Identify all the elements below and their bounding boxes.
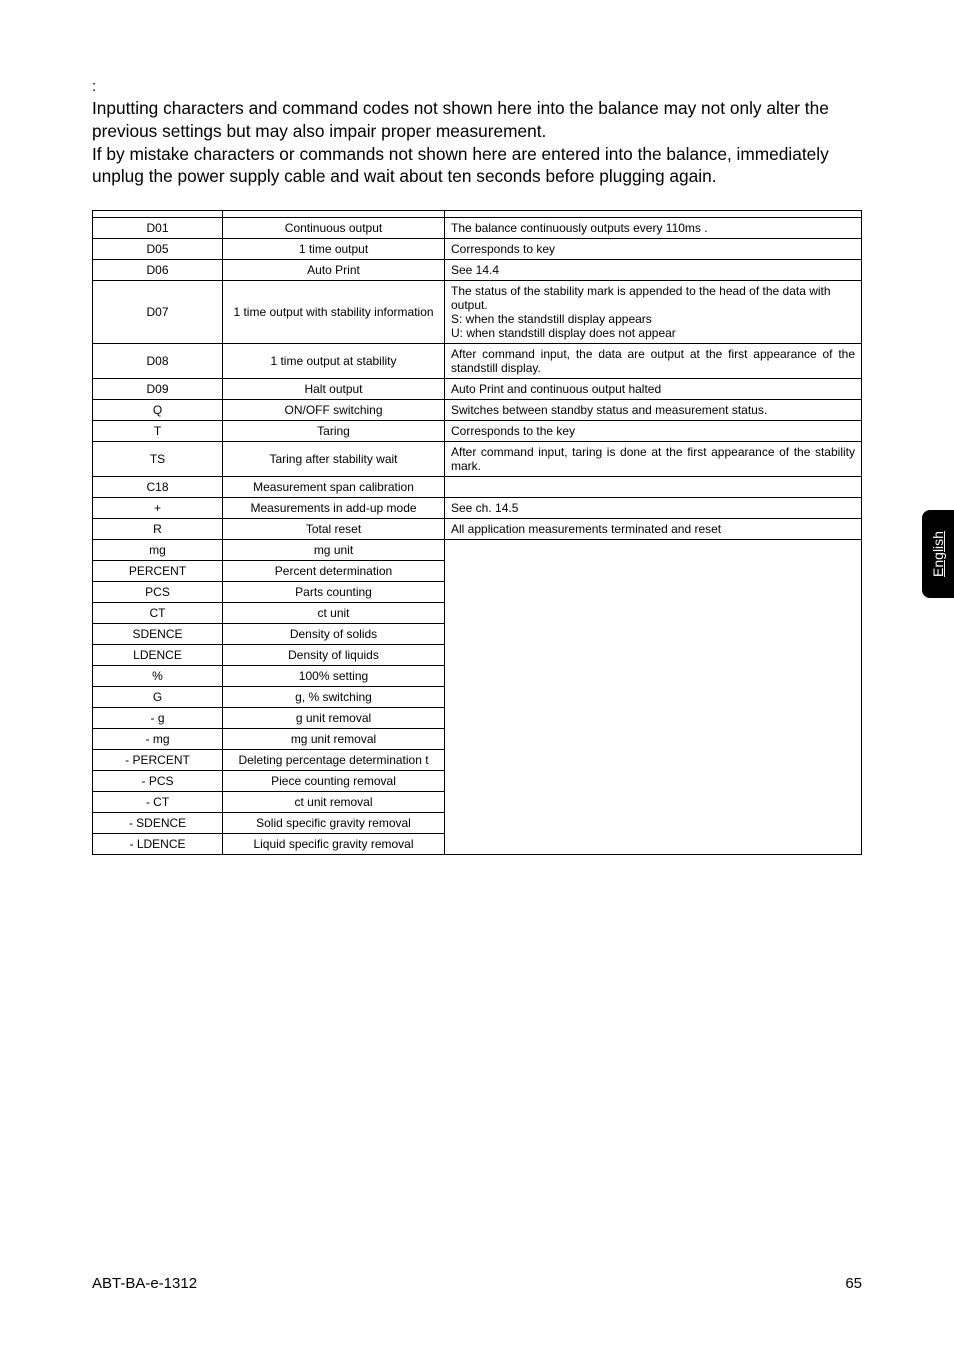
cell-code: PCS <box>93 582 223 603</box>
cell-func: Auto Print <box>223 260 445 281</box>
cell-func <box>223 211 445 218</box>
cell-code: CT <box>93 603 223 624</box>
table-row: D05 1 time output Corresponds to key <box>93 239 862 260</box>
cell-func: ct unit <box>223 603 445 624</box>
cell-func: Taring after stability wait <box>223 442 445 477</box>
cell-code: D06 <box>93 260 223 281</box>
cell-code: TS <box>93 442 223 477</box>
cell-code: R <box>93 519 223 540</box>
cell-desc: Corresponds to the key <box>445 421 862 442</box>
table-row: D06 Auto Print See 14.4 <box>93 260 862 281</box>
cell-desc: See ch. 14.5 <box>445 498 862 519</box>
cell-code: Q <box>93 400 223 421</box>
table-row: D07 1 time output with stability informa… <box>93 281 862 344</box>
cell-desc: After command input, the data are output… <box>445 344 862 379</box>
cell-func: ct unit removal <box>223 792 445 813</box>
cell-func: mg unit <box>223 540 445 561</box>
cell-func: Halt output <box>223 379 445 400</box>
cell-func: Piece counting removal <box>223 771 445 792</box>
cell-desc: Switches between standby status and meas… <box>445 400 862 421</box>
cell-desc: All application measurements terminated … <box>445 519 862 540</box>
cell-func: g unit removal <box>223 708 445 729</box>
cell-func: 1 time output at stability <box>223 344 445 379</box>
cell-func: 100% setting <box>223 666 445 687</box>
table-row <box>93 211 862 218</box>
cell-code: C18 <box>93 477 223 498</box>
cell-func: ON/OFF switching <box>223 400 445 421</box>
cell-func: Percent determination <box>223 561 445 582</box>
cell-code: - g <box>93 708 223 729</box>
cell-code: % <box>93 666 223 687</box>
page-footer: ABT-BA-e-1312 65 <box>92 1275 862 1292</box>
cell-code: - SDENCE <box>93 813 223 834</box>
command-table: D01 Continuous output The balance contin… <box>92 210 862 855</box>
cell-code: D07 <box>93 281 223 344</box>
table-row: Q ON/OFF switching Switches between stan… <box>93 400 862 421</box>
cell-code: D01 <box>93 218 223 239</box>
table-row: D01 Continuous output The balance contin… <box>93 218 862 239</box>
cell-code: T <box>93 421 223 442</box>
language-tab-label: English <box>930 531 946 577</box>
cell-code: - PERCENT <box>93 750 223 771</box>
cell-func: Measurement span calibration <box>223 477 445 498</box>
cell-code: G <box>93 687 223 708</box>
cell-desc: After command input, taring is done at t… <box>445 442 862 477</box>
cell-func: mg unit removal <box>223 729 445 750</box>
cell-func: Deleting percentage determination t <box>223 750 445 771</box>
table-row: T Taring Corresponds to the key <box>93 421 862 442</box>
cell-code: SDENCE <box>93 624 223 645</box>
cell-code: PERCENT <box>93 561 223 582</box>
cell-func: Density of solids <box>223 624 445 645</box>
table-row: R Total reset All application measuremen… <box>93 519 862 540</box>
cell-func: Solid specific gravity removal <box>223 813 445 834</box>
cell-func: Liquid specific gravity removal <box>223 834 445 855</box>
cell-code: - LDENCE <box>93 834 223 855</box>
cell-desc <box>445 211 862 218</box>
cell-func: Taring <box>223 421 445 442</box>
cell-code: - CT <box>93 792 223 813</box>
cell-desc: Corresponds to key <box>445 239 862 260</box>
cell-code: - PCS <box>93 771 223 792</box>
cell-func: Measurements in add-up mode <box>223 498 445 519</box>
cell-desc <box>445 477 862 498</box>
cell-code: D09 <box>93 379 223 400</box>
table-row: mg mg unit <box>93 540 862 561</box>
footer-left: ABT-BA-e-1312 <box>92 1275 197 1292</box>
cell-desc: The status of the stability mark is appe… <box>445 281 862 344</box>
table-row: D09 Halt output Auto Print and continuou… <box>93 379 862 400</box>
cell-func: Parts counting <box>223 582 445 603</box>
cell-func: Density of liquids <box>223 645 445 666</box>
caution-label: : <box>92 78 862 95</box>
cell-func: 1 time output with stability information <box>223 281 445 344</box>
cell-code: LDENCE <box>93 645 223 666</box>
cell-code: D05 <box>93 239 223 260</box>
footer-right: 65 <box>845 1275 862 1292</box>
table-row: D08 1 time output at stability After com… <box>93 344 862 379</box>
cell-func: g, % switching <box>223 687 445 708</box>
cell-code: + <box>93 498 223 519</box>
cell-desc-merged <box>445 540 862 855</box>
cell-desc: See 14.4 <box>445 260 862 281</box>
cell-desc: Auto Print and continuous output halted <box>445 379 862 400</box>
table-row: + Measurements in add-up mode See ch. 14… <box>93 498 862 519</box>
cell-func: Continuous output <box>223 218 445 239</box>
table-row: C18 Measurement span calibration <box>93 477 862 498</box>
intro-text: Inputting characters and command codes n… <box>92 97 862 188</box>
cell-desc: The balance continuously outputs every 1… <box>445 218 862 239</box>
cell-code: mg <box>93 540 223 561</box>
cell-code <box>93 211 223 218</box>
table-row: TS Taring after stability wait After com… <box>93 442 862 477</box>
language-tab[interactable]: English <box>922 510 954 598</box>
cell-code: - mg <box>93 729 223 750</box>
cell-func: 1 time output <box>223 239 445 260</box>
cell-func: Total reset <box>223 519 445 540</box>
cell-code: D08 <box>93 344 223 379</box>
